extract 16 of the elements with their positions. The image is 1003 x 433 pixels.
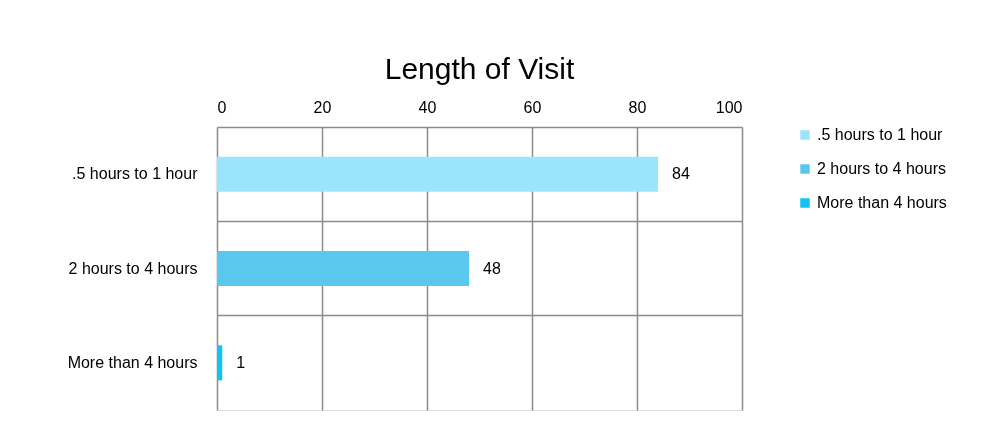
y-tick-label: 2 hours to 4 hours	[68, 259, 198, 277]
legend-label: 2 hours to 4 hours	[817, 160, 946, 177]
legend-label: .5 hours to 1 hour	[817, 126, 944, 143]
chart-title: Length of Visit	[384, 52, 575, 85]
data-label: 84	[672, 165, 690, 183]
x-tick-label: 100	[715, 98, 743, 116]
x-tick-label: 60	[523, 98, 542, 116]
x-tick-label: 80	[628, 98, 647, 116]
data-label: 48	[483, 259, 501, 277]
x-tick-label: 20	[313, 98, 332, 116]
y-tick-label: .5 hours to 1 hour	[72, 165, 199, 183]
x-tick-label: 40	[418, 98, 437, 116]
data-label: 1	[236, 353, 246, 371]
legend-label: More than 4 hours	[817, 194, 947, 211]
y-tick-label: More than 4 hours	[67, 353, 198, 371]
x-tick-label: 0	[217, 98, 227, 116]
